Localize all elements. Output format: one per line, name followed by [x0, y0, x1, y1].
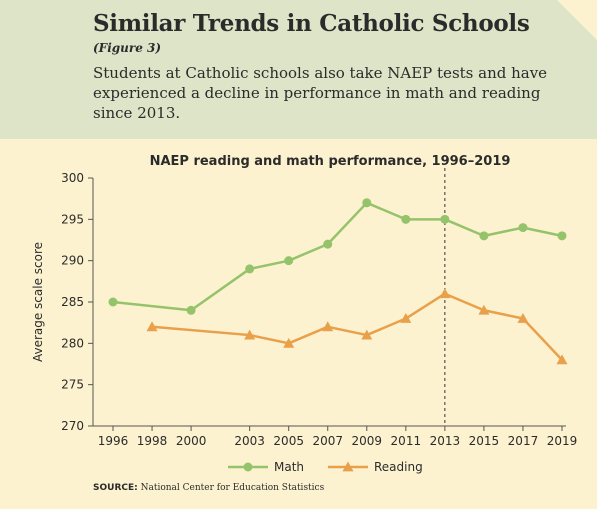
x-tick-label: 2003	[234, 434, 265, 448]
reading-point	[322, 321, 334, 332]
math-point	[440, 214, 450, 224]
math-point	[245, 264, 255, 274]
series-layer	[108, 198, 568, 365]
reading-point	[283, 337, 295, 348]
legend-reading-label: Reading	[374, 460, 423, 474]
math-point	[362, 198, 372, 208]
axes: 270 275 280 285 290 295 300 1996 1998 2000 2003 200…	[31, 168, 577, 448]
line-chart: NAEP reading and math performance, 1996–…	[31, 154, 577, 474]
reading-point	[439, 288, 451, 299]
y-tick-label: 295	[61, 212, 84, 226]
x-tick-label: 2019	[547, 434, 578, 448]
math-point	[479, 231, 489, 241]
math-point	[108, 297, 118, 307]
y-tick-label: 300	[61, 171, 84, 185]
y-tick-label: 290	[61, 254, 84, 268]
reading-point	[244, 329, 256, 340]
x-tick-label: 2011	[391, 434, 422, 448]
source-note: SOURCE: National Center for Education St…	[93, 483, 324, 493]
math-point	[518, 223, 528, 233]
reading-point	[517, 313, 529, 323]
y-axis-label: Average scale score	[31, 242, 45, 362]
reading-line	[151, 292, 563, 361]
reading-point	[478, 304, 490, 315]
source-text: National Center for Education Statistics	[140, 483, 325, 493]
chart-title: NAEP reading and math performance, 1996–…	[150, 154, 511, 169]
description: Students at Catholic schools also take N…	[93, 64, 548, 122]
legend-math-marker	[243, 462, 253, 472]
legend-math-label: Math	[274, 460, 304, 474]
y-tick-label: 270	[61, 419, 84, 433]
reading-point	[556, 354, 568, 365]
x-tick-label: 2009	[352, 434, 383, 448]
x-tick-label: 2007	[312, 434, 343, 448]
y-tick-label: 280	[61, 336, 84, 350]
y-tick-label: 285	[61, 295, 84, 309]
reading-point	[361, 329, 373, 340]
header-panel	[0, 0, 597, 139]
y-tick-label: 275	[61, 378, 84, 392]
header-corner	[557, 0, 597, 40]
reading-point	[400, 313, 412, 323]
math-point	[323, 239, 333, 249]
reading-point	[146, 321, 158, 332]
legend-reading-marker	[342, 461, 354, 472]
math-point	[284, 256, 294, 266]
x-tick-label: 2005	[273, 434, 304, 448]
x-tick-label: 1996	[98, 434, 129, 448]
math-point	[557, 231, 567, 241]
math-line	[112, 201, 563, 312]
source-label: SOURCE:	[93, 483, 138, 493]
x-tick-label: 2017	[508, 434, 539, 448]
figure-label: (Figure 3)	[93, 41, 162, 55]
x-tick-label: 2015	[469, 434, 500, 448]
math-point	[401, 214, 411, 224]
x-tick-label: 2013	[430, 434, 461, 448]
page-title: Similar Trends in Catholic Schools	[93, 10, 530, 37]
x-tick-label: 1998	[137, 434, 168, 448]
math-point	[186, 305, 196, 315]
legend: Math Reading	[228, 460, 423, 474]
x-tick-label: 2000	[176, 434, 207, 448]
